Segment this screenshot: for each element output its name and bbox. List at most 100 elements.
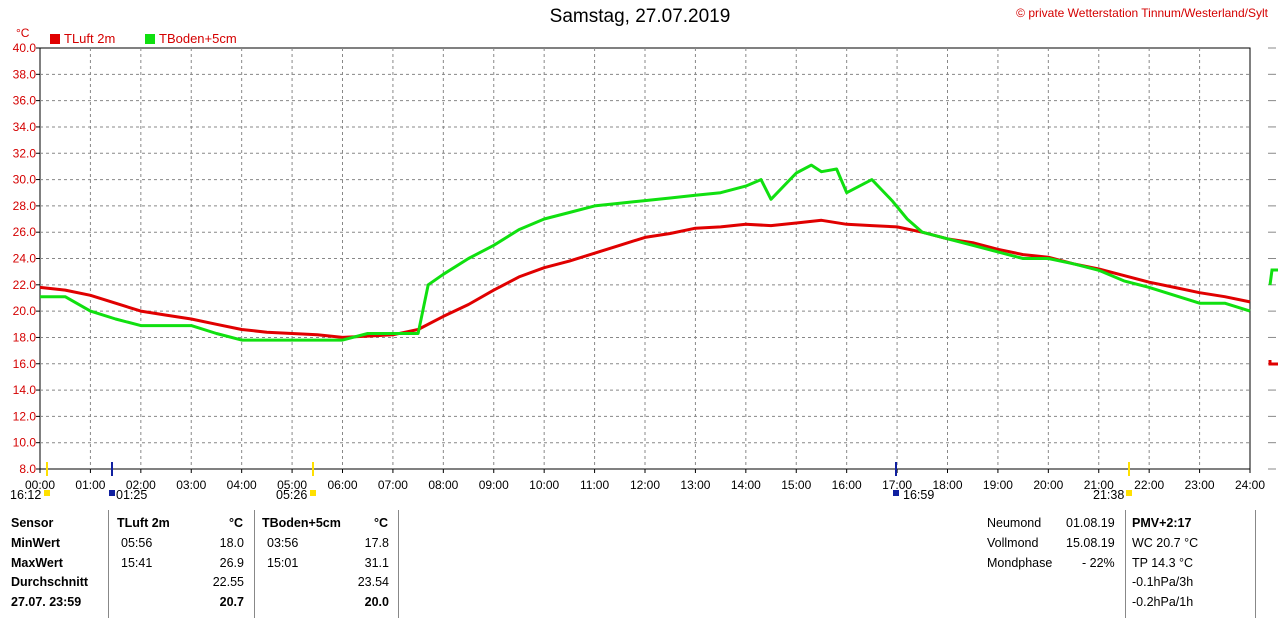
stats-col1-min-time: 05:56	[121, 536, 153, 550]
x-tick-label: 02:00	[126, 478, 156, 492]
stats-col1-last: 20.7	[219, 595, 244, 609]
stats-col1-avg: 22.55	[212, 575, 244, 589]
x-tick-label: 08:00	[428, 478, 458, 492]
x-tick-label: 24:00	[1235, 478, 1265, 492]
stats-row-max-label: MaxWert	[11, 556, 63, 570]
pressure-trend-1h: -0.2hPa/1h	[1132, 595, 1194, 609]
x-tick-label: 05:00	[277, 478, 307, 492]
table-divider	[254, 510, 255, 618]
stats-col2-min: 17.8	[364, 536, 389, 550]
moon-full-label: Vollmond	[987, 536, 1039, 550]
y-tick-label: 38.0	[13, 67, 37, 81]
stats-col1-max: 26.9	[219, 556, 244, 570]
stats-row-min-label: MinWert	[11, 536, 61, 550]
x-tick-label: 23:00	[1185, 478, 1215, 492]
event-marker	[310, 490, 316, 496]
y-tick-label: 18.0	[13, 330, 37, 344]
x-tick-label: 01:00	[75, 478, 105, 492]
event-marker	[1126, 490, 1132, 496]
moon-new-label: Neumond	[987, 516, 1042, 530]
y-tick-label: 12.0	[13, 409, 37, 423]
stats-col2-name: TBoden+5cm	[262, 516, 341, 530]
x-tick-label: 16:00	[832, 478, 862, 492]
moon-new-date: 01.08.19	[1066, 516, 1115, 530]
x-tick-label: 17:00	[882, 478, 912, 492]
legend-label-tboden: TBoden+5cm	[159, 31, 237, 46]
stats-row-avg-label: Durchschnitt	[11, 575, 89, 589]
chart-title: Samstag, 27.07.2019	[549, 6, 731, 27]
table-divider	[1255, 510, 1256, 618]
x-tick-label: 06:00	[327, 478, 357, 492]
stats-col1-max-time: 15:41	[121, 556, 153, 570]
y-tick-label: 36.0	[13, 94, 37, 108]
x-tick-label: 10:00	[529, 478, 559, 492]
stats-col1-min: 18.0	[219, 536, 244, 550]
y-tick-label: 14.0	[13, 383, 37, 397]
y-tick-label: 30.0	[13, 173, 37, 187]
x-tick-label: 03:00	[176, 478, 206, 492]
dewpoint-value: TP 14.3 °C	[1132, 556, 1194, 570]
legend-item-tluft: TLuft 2m	[50, 31, 115, 46]
x-tick-label: 19:00	[983, 478, 1013, 492]
y-tick-label: 34.0	[13, 120, 37, 134]
x-tick-label: 11:00	[580, 478, 609, 492]
x-tick-label: 22:00	[1134, 478, 1164, 492]
temperature-chart: 8.0 10.0 12.0 14.0 16.0 18.0 20.0 22.0 24.0 26.0 2…	[13, 41, 1278, 496]
x-tick-label: 20:00	[1033, 478, 1063, 492]
table-divider	[1125, 510, 1126, 618]
right-edge-tluft-mark	[1268, 360, 1278, 366]
y-tick-label: 40.0	[13, 41, 37, 55]
y-tick-label: 28.0	[13, 199, 37, 213]
event-marker	[109, 490, 115, 496]
marker-start-label: 16:12	[10, 488, 42, 502]
legend-swatch-tluft	[50, 33, 60, 44]
series-line-tboden	[40, 163, 1251, 342]
x-tick-label: 14:00	[731, 478, 761, 492]
moon-phase-label: Mondphase	[987, 556, 1053, 570]
x-tick-label: 07:00	[378, 478, 408, 492]
stats-col2-avg: 23.54	[357, 575, 389, 589]
y-axis-unit: °C	[16, 26, 30, 40]
event-marker	[893, 490, 899, 496]
stats-col1-name: TLuft 2m	[117, 516, 170, 530]
y-tick-label: 26.0	[13, 225, 37, 239]
marker-label-2: 05:26	[276, 488, 308, 502]
stats-col2-max-time: 15:01	[267, 556, 299, 570]
stats-col2-min-time: 03:56	[267, 536, 299, 550]
station-credit: © private Wetterstation Tinnum/Westerlan…	[1016, 6, 1268, 20]
y-tick-label: 20.0	[13, 304, 37, 318]
stats-col1-unit: °C	[229, 516, 244, 530]
marker-label-4: 21:38	[1093, 488, 1125, 502]
x-tick-label: 09:00	[479, 478, 509, 492]
stats-col2-last: 20.0	[364, 595, 389, 609]
x-tick-label: 18:00	[932, 478, 962, 492]
stats-col2-max: 31.1	[364, 556, 389, 570]
stats-col2-unit: °C	[374, 516, 389, 530]
marker-label-1: 01:25	[116, 488, 148, 502]
x-tick-label: 00:00	[25, 478, 55, 492]
legend-item-tboden: TBoden+5cm	[145, 31, 237, 46]
y-tick-label: 24.0	[13, 252, 37, 266]
y-tick-label: 10.0	[13, 436, 37, 450]
y-tick-label: 16.0	[13, 357, 37, 371]
event-marker	[44, 490, 50, 496]
moon-phase-value: - 22%	[1082, 556, 1115, 570]
x-tick-label: 13:00	[680, 478, 710, 492]
moon-full-date: 15.08.19	[1066, 536, 1115, 550]
table-divider	[108, 510, 109, 618]
stats-header-sensor: Sensor	[11, 516, 54, 530]
x-tick-label: 04:00	[227, 478, 257, 492]
y-tick-label: 22.0	[13, 278, 37, 292]
x-tick-label: 12:00	[630, 478, 660, 492]
legend-swatch-tboden	[145, 33, 155, 44]
windchill-value: WC 20.7 °C	[1132, 536, 1199, 550]
table-divider	[398, 510, 399, 618]
right-edge-tboden-mark	[1268, 268, 1278, 286]
marker-label-3: 16:59	[903, 488, 935, 502]
stats-row-last-label: 27.07. 23:59	[11, 595, 82, 609]
y-tick-label: 32.0	[13, 146, 37, 160]
legend-label-tluft: TLuft 2m	[64, 31, 116, 46]
pressure-trend-3h: -0.1hPa/3h	[1132, 575, 1194, 589]
x-tick-label: 21:00	[1084, 478, 1114, 492]
pmv-value: PMV+2:17	[1132, 516, 1192, 530]
